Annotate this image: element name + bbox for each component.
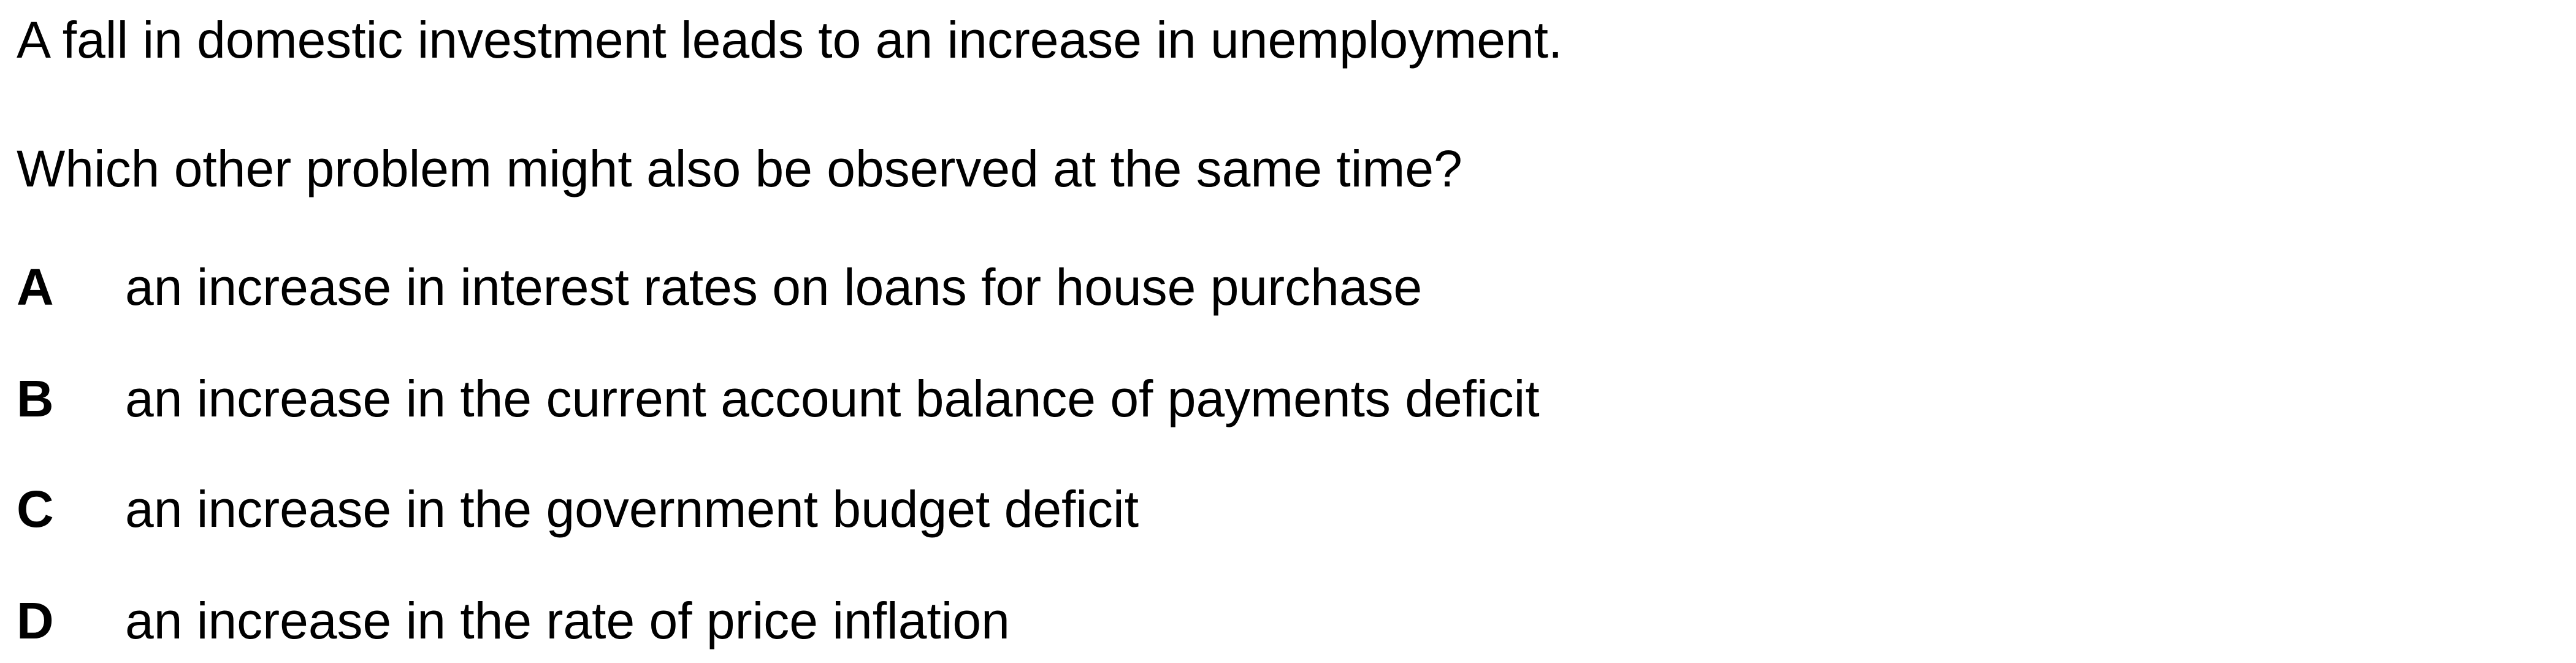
question-prompt: Which other problem might also be observ…: [17, 140, 1462, 197]
option-letter: C: [17, 480, 54, 538]
option-text: an increase in the rate of price inflati…: [125, 592, 1010, 650]
question-stem: A fall in domestic investment leads to a…: [17, 11, 1563, 69]
option-letter: D: [17, 592, 54, 650]
option-letter: B: [17, 370, 54, 427]
option-text: an increase in the current account balan…: [125, 370, 1540, 427]
option-text: an increase in interest rates on loans f…: [125, 258, 1423, 316]
option-text: an increase in the government budget def…: [125, 480, 1139, 538]
option-letter: A: [17, 258, 54, 316]
